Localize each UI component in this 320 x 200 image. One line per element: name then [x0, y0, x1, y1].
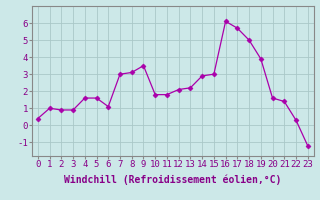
X-axis label: Windchill (Refroidissement éolien,°C): Windchill (Refroidissement éolien,°C): [64, 175, 282, 185]
